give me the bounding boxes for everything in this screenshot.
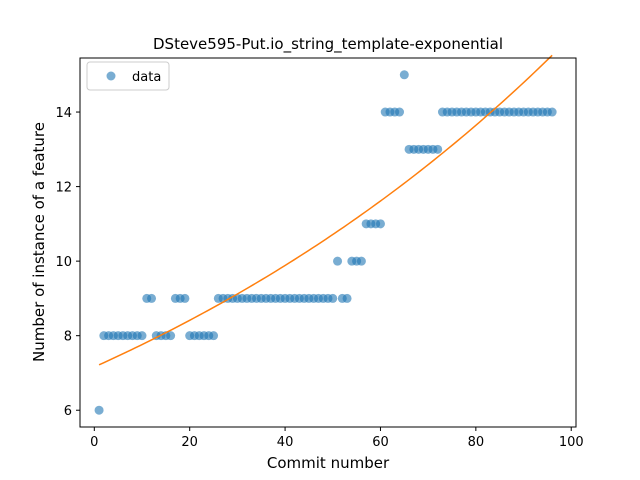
data-point [399,70,409,80]
data-point [547,107,557,117]
legend: data [86,61,170,91]
data-point [342,293,352,303]
data-point [147,293,157,303]
data-point [375,219,385,229]
legend-label-data: data [132,70,161,85]
legend-box [86,61,170,91]
x-tick-label: 60 [372,435,389,450]
y-tick-label: 10 [55,255,72,270]
data-point [209,331,219,341]
y-tick-label: 8 [64,330,72,345]
y-axis-title: Number of instance of a feature [30,122,48,362]
data-point [333,256,343,266]
data-point [395,107,405,117]
legend-marker [106,71,116,81]
data-point [94,405,104,415]
x-axis-title: Commit number [267,454,390,472]
x-tick-label: 40 [277,435,294,450]
data-point [328,293,338,303]
plot-area: 0 20 40 60 80 100 6 8 10 12 14 [55,54,584,450]
axes-frame [79,57,577,428]
data-point [166,331,176,341]
x-tick-label: 80 [468,435,485,450]
x-tick-label: 0 [90,435,98,450]
data-point [356,256,366,266]
y-tick-label: 12 [55,181,72,196]
x-tick-label: 20 [181,435,198,450]
data-point [137,331,147,341]
y-tick-label: 6 [64,404,72,419]
data-point [433,144,443,154]
fit-line [98,54,553,366]
y-tick-label: 14 [55,106,72,121]
x-tick-label: 100 [559,435,584,450]
data-point [180,293,190,303]
chart-title: DSteve595-Put.io_string_template-exponen… [153,35,503,54]
